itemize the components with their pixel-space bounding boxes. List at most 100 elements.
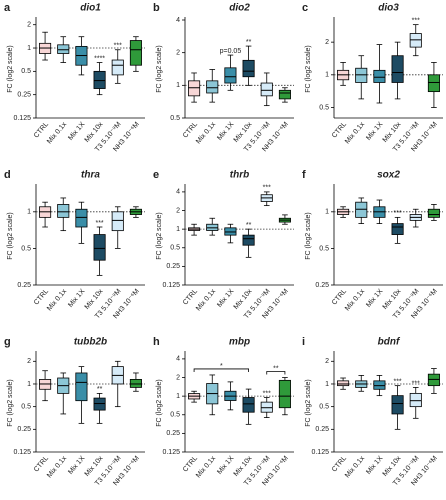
box xyxy=(93,234,106,261)
y-tick-label: 0.25 xyxy=(315,426,329,433)
box xyxy=(391,55,404,83)
x-tick-label: Mix 0.1x xyxy=(344,288,366,313)
y-tick-label: 0.5 xyxy=(319,104,329,111)
panel-letter: d xyxy=(4,169,11,181)
panel-title: thra xyxy=(81,170,100,181)
x-tick-label: Mix 0.1x xyxy=(46,455,68,480)
box xyxy=(355,201,368,218)
y-tick-label: 2 xyxy=(176,207,180,214)
annotation: * xyxy=(220,363,223,370)
panel-letter: e xyxy=(153,169,159,181)
y-axis-label: FC (log2 scale) xyxy=(7,212,14,259)
y-axis-label: FC (log2 scale) xyxy=(156,379,163,426)
annotation: **** xyxy=(94,55,105,62)
annotation: *** xyxy=(412,17,420,24)
box xyxy=(129,379,142,388)
box xyxy=(391,395,404,415)
panel-letter: f xyxy=(302,169,306,181)
y-tick-label: 2 xyxy=(325,39,329,46)
annotation: *** xyxy=(263,390,271,397)
y-tick-label: 1 xyxy=(325,209,329,216)
y-tick-label: 0.25 xyxy=(17,92,31,99)
y-tick-label: 0.5 xyxy=(170,412,180,419)
significance-bracket xyxy=(266,371,286,375)
box xyxy=(278,379,291,409)
x-tick-label: CTRL xyxy=(331,288,348,307)
y-tick-label: 2 xyxy=(27,22,31,29)
y-tick-label: 0.5 xyxy=(21,245,31,252)
box xyxy=(427,208,440,218)
x-tick-label: CTRL xyxy=(182,455,199,474)
y-tick-label: 0.125 xyxy=(13,115,31,122)
box xyxy=(391,223,404,235)
y-tick-label: 1 xyxy=(27,209,31,216)
box xyxy=(278,89,291,100)
x-tick-label: CTRL xyxy=(331,455,348,474)
annotation: *** xyxy=(263,185,271,192)
box xyxy=(242,234,255,246)
x-tick-label: CTRL xyxy=(33,288,50,307)
panel-letter: h xyxy=(153,336,160,348)
panel-title: dio1 xyxy=(80,3,101,14)
box xyxy=(260,401,273,413)
x-tick-label: Mix 0.1x xyxy=(195,121,217,146)
box xyxy=(373,69,386,83)
box xyxy=(206,80,219,94)
y-tick-label: 0.25 xyxy=(17,282,31,289)
y-tick-label: 1 xyxy=(325,72,329,79)
panel-letter: a xyxy=(4,2,11,14)
panel-title: dio2 xyxy=(229,3,250,14)
y-axis-label: FC (log2 scale) xyxy=(305,45,312,92)
box xyxy=(373,380,386,390)
panel-title: bdnf xyxy=(378,337,401,348)
annotation: ** xyxy=(246,222,252,229)
y-axis-label: FC (log2 scale) xyxy=(305,379,312,426)
panel-letter: c xyxy=(302,2,308,14)
x-tick-label: Mix 0.1x xyxy=(46,121,68,146)
significance-bracket xyxy=(193,368,249,372)
y-tick-label: 0.125 xyxy=(162,282,180,289)
panel-title: thrb xyxy=(230,170,249,181)
box xyxy=(75,208,88,228)
y-tick-label: 0.25 xyxy=(315,282,329,289)
y-tick-label: 2 xyxy=(176,374,180,381)
panel-title: mbp xyxy=(229,337,250,348)
x-tick-label: Mix 0.1x xyxy=(344,455,366,480)
x-tick-label: Mix 0.1x xyxy=(344,121,366,146)
panel-title: dio3 xyxy=(378,3,399,14)
y-axis-label: FC (log2 scale) xyxy=(156,45,163,92)
box xyxy=(57,204,70,218)
panel-letter: i xyxy=(302,336,305,348)
y-tick-label: 0.5 xyxy=(170,245,180,252)
box xyxy=(111,211,124,232)
panel-letter: b xyxy=(153,2,160,14)
y-tick-label: 1 xyxy=(176,393,180,400)
annotation: p=0.05 xyxy=(220,48,242,55)
box xyxy=(93,70,106,89)
y-tick-label: 1 xyxy=(27,45,31,52)
box xyxy=(75,372,88,402)
y-tick-label: 4 xyxy=(176,356,180,363)
box xyxy=(188,80,201,97)
y-tick-label: 0.125 xyxy=(162,449,180,456)
x-tick-label: CTRL xyxy=(182,121,199,140)
y-tick-label: 4 xyxy=(176,17,180,24)
y-axis-label: FC (log2 scale) xyxy=(7,379,14,426)
box xyxy=(409,392,422,408)
x-tick-label: CTRL xyxy=(33,455,50,474)
x-tick-label: Mix 0.1x xyxy=(195,288,217,313)
annotation: *** xyxy=(412,380,420,387)
y-tick-label: 1 xyxy=(176,226,180,233)
y-tick-label: 1 xyxy=(176,82,180,89)
y-axis-label: FC (log2 scale) xyxy=(7,45,14,92)
x-tick-label: Mix 0.1x xyxy=(46,288,68,313)
y-axis-label: FC (log2 scale) xyxy=(156,212,163,259)
panel-title: sox2 xyxy=(377,170,400,181)
x-tick-label: Mix 0.1x xyxy=(195,455,217,480)
y-tick-label: 0.5 xyxy=(319,403,329,410)
x-tick-label: CTRL xyxy=(331,121,348,140)
box xyxy=(224,67,237,84)
y-tick-label: 0.125 xyxy=(311,449,329,456)
box xyxy=(355,67,368,83)
annotation: ** xyxy=(246,39,252,46)
